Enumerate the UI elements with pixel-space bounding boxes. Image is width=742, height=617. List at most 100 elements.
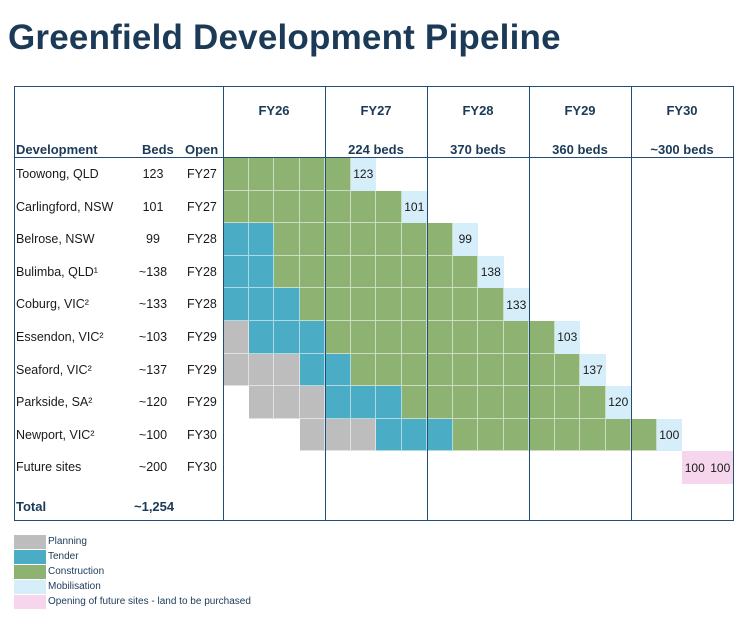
construction-cell [478, 418, 504, 452]
development-header: Development [16, 142, 98, 157]
total-label: Total [16, 499, 47, 514]
mobilisation-cell: 99 [452, 223, 478, 256]
construction-cell [376, 190, 402, 224]
total-beds: ~1,254 [134, 499, 175, 514]
legend-swatch-planning [14, 535, 46, 549]
tender-cell [248, 223, 274, 256]
construction-cell [427, 386, 453, 419]
mobilisation-cell: 100 [656, 418, 682, 452]
construction-cell [631, 418, 657, 452]
construction-cell [299, 223, 325, 256]
construction-cell [452, 418, 478, 452]
construction-cell [274, 158, 300, 191]
construction-cell [401, 255, 427, 289]
construction-cell [452, 288, 478, 321]
planning-cell [274, 353, 300, 387]
legend-swatch-tender [14, 550, 46, 564]
construction-cell [299, 288, 325, 321]
tender-cell [223, 255, 249, 289]
tender-cell [325, 386, 351, 419]
construction-cell [529, 386, 555, 419]
construction-cell [554, 418, 580, 452]
construction-cell [350, 288, 376, 321]
construction-cell [325, 223, 351, 256]
row-name: Carlingford, NSW [16, 199, 114, 214]
construction-cell [478, 353, 504, 387]
construction-cell [401, 353, 427, 387]
construction-cell [580, 386, 606, 419]
tender-cell [274, 321, 300, 354]
planning-cell [299, 386, 325, 419]
mobilisation-cell: 120 [605, 386, 631, 419]
construction-cell [503, 353, 529, 387]
construction-cell [350, 255, 376, 289]
construction-cell [427, 321, 453, 354]
beds-header: Beds [142, 142, 174, 157]
planning-cell [325, 418, 351, 452]
row-name: Belrose, NSW [16, 232, 95, 247]
fy29-beds: 360 beds [552, 142, 608, 157]
row-name: Coburg, VIC² [16, 297, 89, 312]
construction-cell [503, 386, 529, 419]
fy26-header: FY26 [258, 103, 290, 118]
construction-cell [350, 223, 376, 256]
row-beds: ~137 [138, 362, 168, 377]
tender-cell [350, 386, 376, 419]
construction-cell [274, 255, 300, 289]
legend-label-planning: Planning [48, 536, 87, 547]
construction-cell [503, 418, 529, 452]
construction-cell [478, 386, 504, 419]
construction-cell [376, 255, 402, 289]
tender-cell [274, 288, 300, 321]
construction-cell [350, 353, 376, 387]
tender-cell [248, 255, 274, 289]
row-name: Future sites [16, 460, 82, 475]
year-divider [529, 86, 531, 521]
construction-cell [605, 418, 631, 452]
fy27-beds: 224 beds [348, 142, 404, 157]
mobilisation-cell: 101 [401, 190, 427, 224]
year-divider [631, 86, 633, 521]
mobilisation-cell: 123 [350, 158, 376, 191]
construction-cell [452, 386, 478, 419]
planning-cell [248, 353, 274, 387]
construction-cell [529, 353, 555, 387]
tender-cell [248, 321, 274, 354]
construction-cell [248, 158, 274, 191]
construction-cell [248, 190, 274, 224]
row-open-year: FY27 [187, 199, 217, 214]
row-open-year: FY29 [187, 330, 217, 344]
row-beds: 99 [146, 232, 160, 247]
construction-cell [299, 190, 325, 224]
row-open-year: FY30 [187, 427, 217, 442]
mobilisation-cell: 138 [478, 255, 504, 289]
tender-cell [325, 353, 351, 387]
construction-cell [427, 288, 453, 321]
future-site-cell: 100 [707, 451, 733, 484]
row-open-year: FY27 [187, 167, 217, 181]
construction-cell [401, 223, 427, 256]
construction-cell [325, 321, 351, 354]
tender-cell [376, 386, 402, 419]
construction-cell [503, 321, 529, 354]
row-beds: ~138 [138, 264, 168, 279]
planning-cell [274, 386, 300, 419]
tender-cell [223, 288, 249, 321]
fy28-beds: 370 beds [450, 142, 506, 157]
construction-cell [427, 223, 453, 256]
row-beds: ~133 [138, 297, 168, 312]
mobilisation-cell: 133 [503, 288, 529, 321]
construction-cell [452, 321, 478, 354]
construction-cell [350, 321, 376, 354]
tender-cell [401, 418, 427, 452]
legend-swatch-mobilisation [14, 580, 46, 594]
construction-cell [478, 321, 504, 354]
row-open-year: FY30 [187, 460, 217, 475]
planning-cell [350, 418, 376, 452]
open-header: Open [185, 142, 219, 157]
year-divider [223, 86, 225, 521]
year-divider [427, 86, 429, 521]
row-open-year: FY28 [187, 297, 217, 312]
construction-cell [580, 418, 606, 452]
row-beds: 123 [142, 167, 164, 181]
